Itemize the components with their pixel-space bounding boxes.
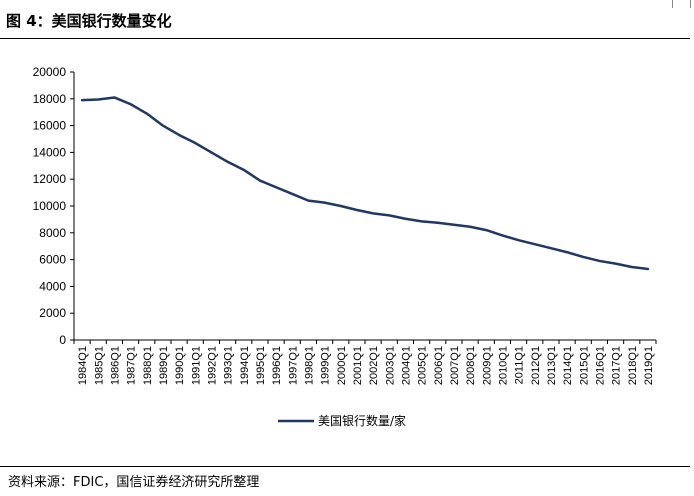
y-tick-label: 4000 [39,279,66,293]
legend-label: 美国银行数量/家 [318,413,406,428]
x-tick-label: 1988Q1 [142,346,154,385]
x-tick-label: 1986Q1 [109,346,121,385]
series-line [80,96,650,271]
source-rule [0,466,690,467]
y-tick-label: 16000 [33,119,67,133]
x-tick-label: 2003Q1 [384,346,396,385]
series-layer [80,96,650,271]
x-tick-label: 1991Q1 [190,346,202,385]
y-tick-label: 6000 [39,253,66,267]
x-tick-label: 2007Q1 [449,346,461,385]
x-tick-label: 1989Q1 [158,346,170,385]
y-tick-label: 18000 [33,92,67,106]
x-tick-label: 2014Q1 [562,346,574,385]
x-tick-label: 1995Q1 [255,346,267,385]
figure-title: 图 4：美国银行数量变化 [6,12,172,30]
x-tick-label: 2018Q1 [627,346,639,385]
title-rule [0,38,690,39]
x-tick-label: 1997Q1 [287,346,299,385]
x-tick-label: 2000Q1 [336,346,348,385]
x-tick-label: 1987Q1 [126,346,138,385]
x-tick-label: 2001Q1 [352,346,364,385]
x-tick-label: 1985Q1 [93,346,105,385]
y-tick-label: 12000 [33,172,67,186]
source-note: 资料来源：FDIC，国信证券经济研究所整理 [8,475,260,490]
x-tick-label: 1994Q1 [239,346,251,385]
x-tick-label: 2015Q1 [578,346,590,385]
y-tick-label: 8000 [39,226,66,240]
x-tick-label: 1998Q1 [303,346,315,385]
legend: 美国银行数量/家 [278,413,406,428]
x-tick-label: 2013Q1 [546,346,558,385]
x-tick-label: 2017Q1 [611,346,623,385]
y-tick-label: 2000 [39,306,66,320]
x-tick-label: 2005Q1 [417,346,429,385]
x-tick-label: 2010Q1 [497,346,509,385]
x-axis: 1984Q1 1985Q1 1986Q1 1987Q1 1988Q1 1989Q1 1990… [73,339,657,385]
y-axis: 0 2000 4000 6000 8000 10000 12000 14000 16000 180… [33,65,75,347]
x-tick-label: 1993Q1 [223,346,235,385]
y-tick-label: 20000 [33,65,67,79]
x-tick-label: 1999Q1 [320,346,332,385]
x-tick-label: 2016Q1 [594,346,606,385]
x-tick-label: 2002Q1 [368,346,380,385]
x-tick-label: 1984Q1 [77,346,89,385]
y-tick-label: 14000 [33,145,67,159]
x-tick-label: 1992Q1 [206,346,218,385]
y-tick-label: 10000 [33,199,67,213]
x-tick-label: 1996Q1 [271,346,283,385]
x-tick-label: 2004Q1 [400,346,412,385]
x-tick-label: 1990Q1 [174,346,186,385]
x-tick-label: 2011Q1 [514,346,526,384]
line-chart: 0 2000 4000 6000 8000 10000 12000 14000 16000 180… [33,65,657,428]
page-corner-mark [672,0,673,8]
x-tick-label: 2006Q1 [433,346,445,385]
page-corner-mark [690,0,691,8]
x-tick-label: 2009Q1 [481,346,493,385]
y-tick-label: 0 [59,333,66,347]
x-tick-label: 2019Q1 [643,346,655,385]
x-tick-label: 2008Q1 [465,346,477,385]
x-tick-label: 2012Q1 [530,346,542,385]
